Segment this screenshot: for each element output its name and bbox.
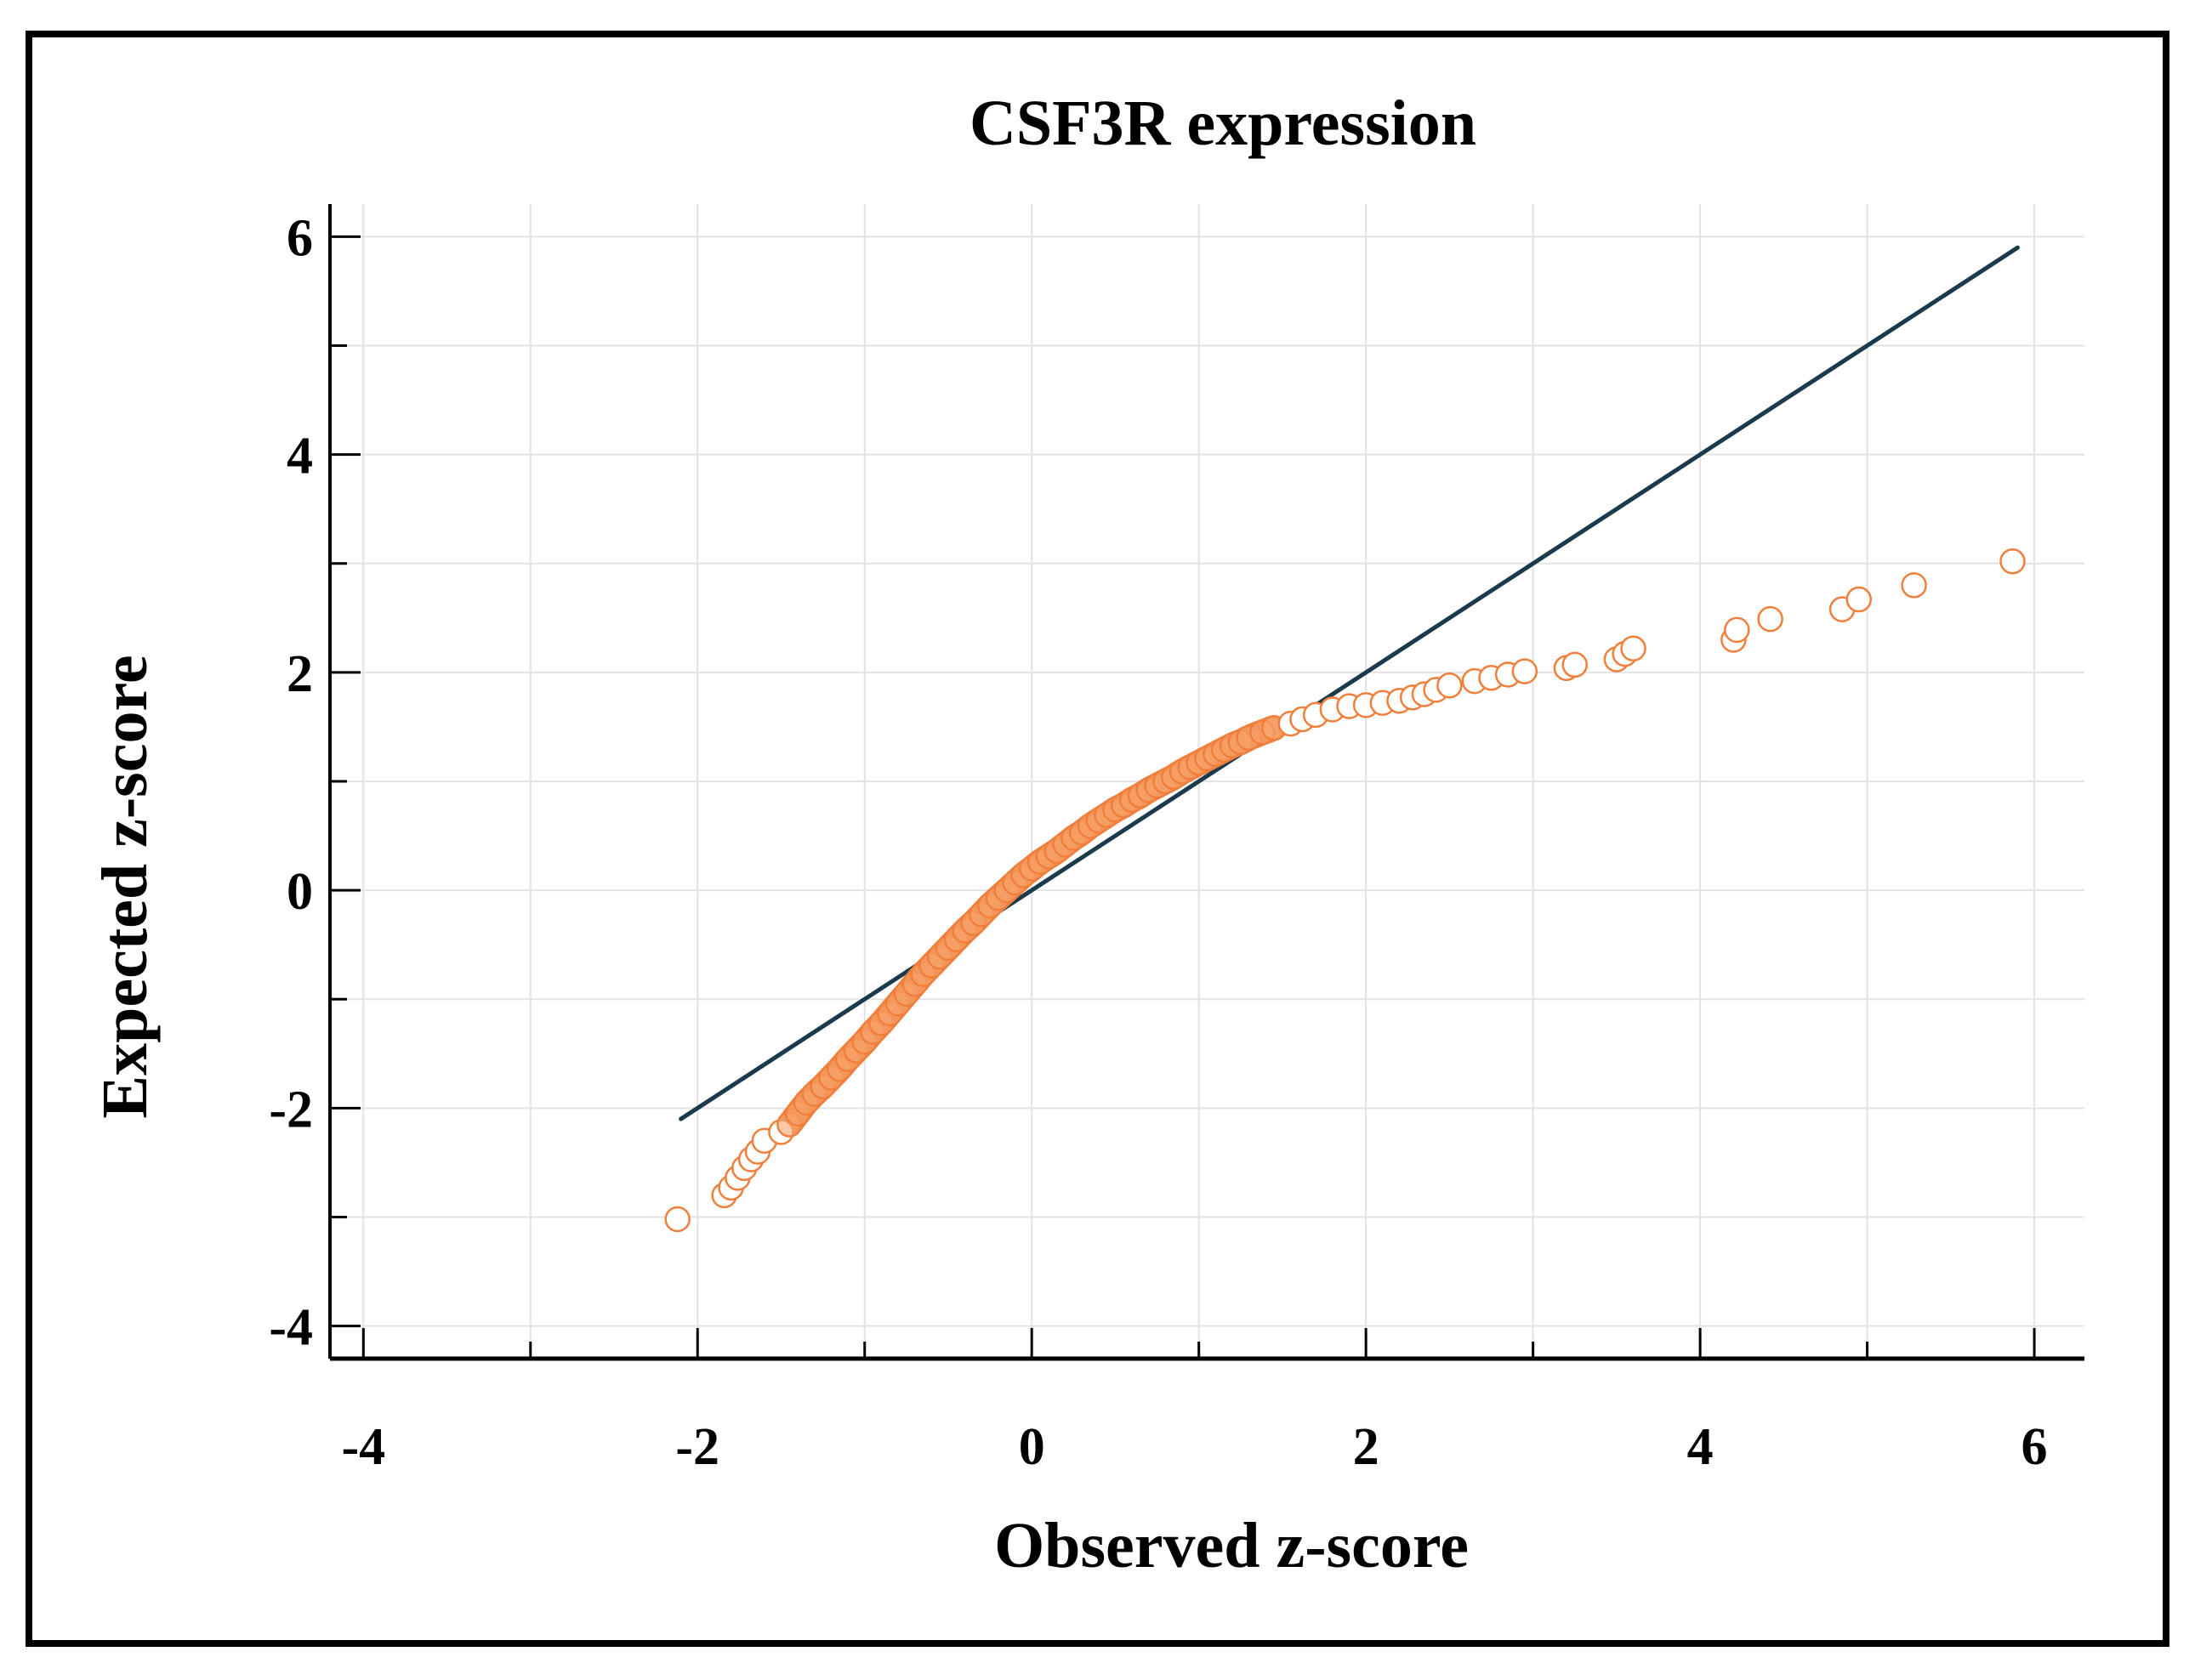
x-tick-label: -4 (341, 1418, 385, 1476)
figure-frame (26, 31, 2169, 1647)
data-point (1757, 605, 1783, 633)
data-point (1845, 586, 1873, 613)
data-point (1901, 572, 1927, 599)
y-tick-label: -4 (269, 1299, 313, 1357)
data-point (1436, 673, 1463, 699)
x-axis-title: Observed z-score (994, 1510, 1469, 1581)
y-tick-label: 2 (287, 645, 313, 703)
y-tick-label: -2 (269, 1081, 313, 1138)
identity-line (679, 245, 2020, 1121)
x-tick-label: 6 (2022, 1418, 2048, 1476)
data-point (1561, 651, 1588, 678)
x-tick-label: -2 (675, 1418, 719, 1476)
axes (328, 204, 2084, 1361)
data-point (1724, 616, 1750, 644)
y-tick-label: 6 (287, 209, 313, 267)
grid-lines (330, 204, 2084, 1359)
y-tick-labels: 6 4 2 0 -2 -4 (269, 209, 313, 1356)
data-point (1999, 548, 2026, 575)
y-axis-title: Expected z-score (89, 655, 161, 1118)
chart-title: CSF3R expression (970, 88, 1476, 159)
x-tick-labels: -4 -2 0 2 4 6 (341, 1418, 2047, 1476)
x-tick-label: 0 (1019, 1418, 1045, 1476)
data-points (664, 548, 2026, 1233)
y-tick-label: 0 (287, 863, 313, 921)
y-tick-label: 4 (287, 428, 313, 485)
x-tick-label: 2 (1353, 1418, 1379, 1476)
data-point (1620, 635, 1646, 661)
reference-line (679, 245, 2020, 1121)
data-point (1511, 658, 1538, 684)
data-point (664, 1206, 691, 1233)
x-tick-label: 4 (1687, 1418, 1714, 1476)
